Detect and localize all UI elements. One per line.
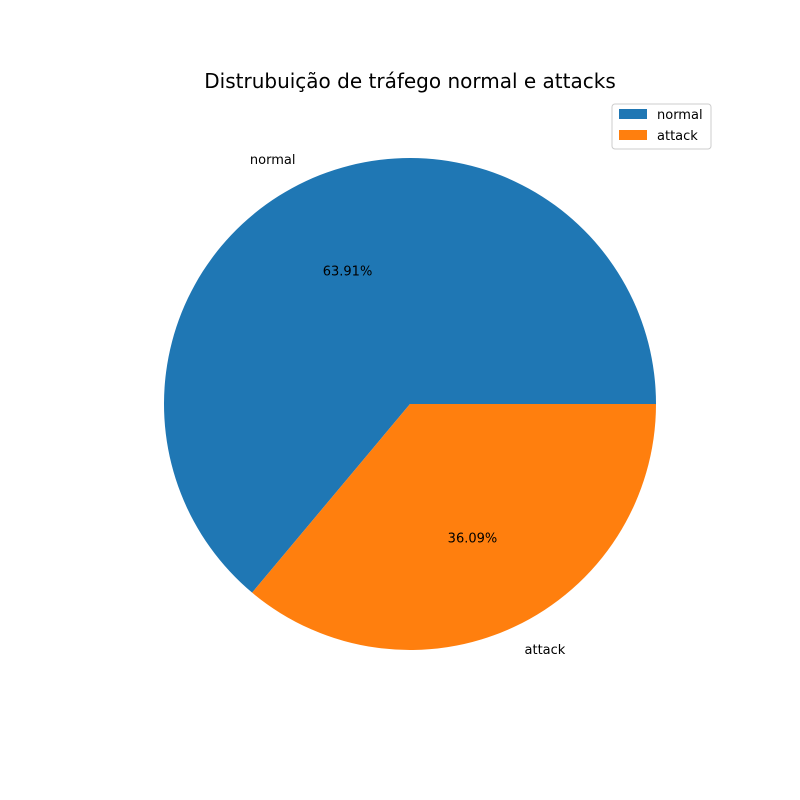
pie-category-label-normal: normal — [250, 153, 296, 168]
pie-labels: 63.91% normal 36.09% attack — [250, 153, 566, 658]
legend-swatch-attack — [619, 130, 647, 140]
pie-pct-label-attack: 36.09% — [448, 532, 498, 547]
legend-swatch-normal — [619, 109, 647, 119]
pie-category-label-attack: attack — [525, 643, 566, 658]
pie-slice-normal — [163, 157, 656, 593]
legend-label-attack: attack — [657, 129, 698, 144]
legend-label-normal: normal — [657, 108, 703, 123]
legend: normal attack — [611, 103, 712, 150]
pie-slices — [163, 157, 656, 650]
chart-title: Distrubuição de tráfego normal e attacks — [204, 69, 616, 93]
pie-pct-label-normal: 63.91% — [323, 264, 373, 279]
pie-slice-attack — [252, 404, 656, 650]
